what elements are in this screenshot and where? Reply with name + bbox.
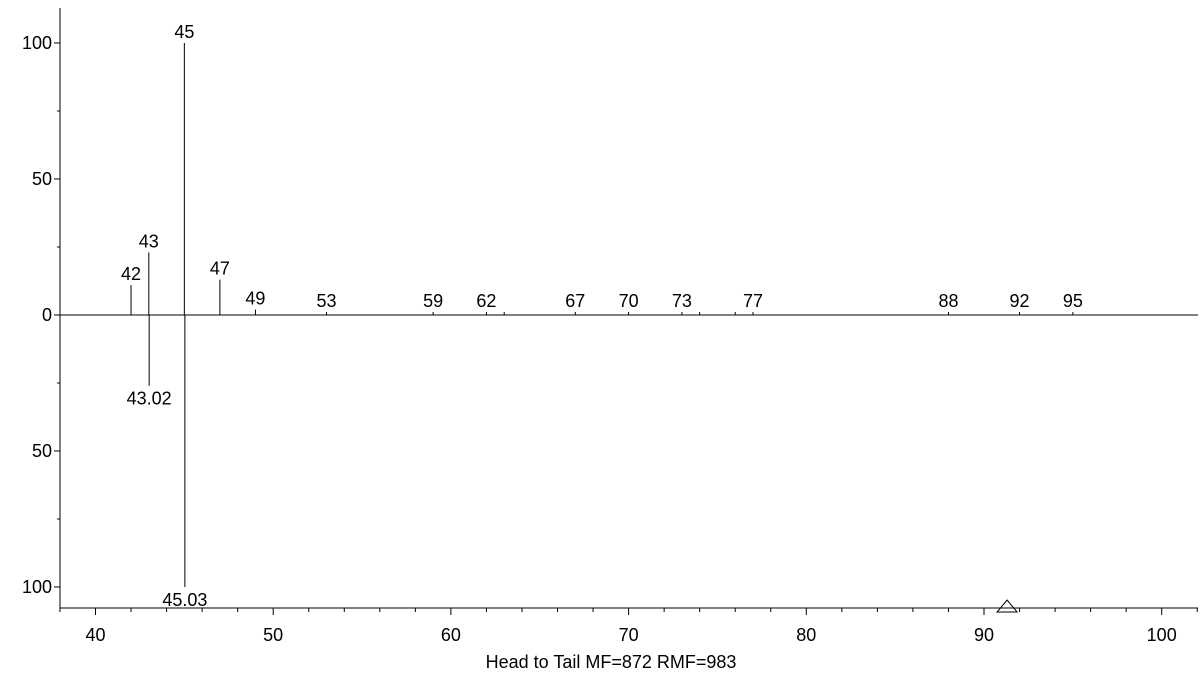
x-tick-label: 50 [263, 625, 283, 645]
peak-label: 70 [619, 291, 639, 311]
peak-label: 45 [174, 22, 194, 42]
triangle-marker [996, 599, 1019, 613]
peak-label: 77 [743, 291, 763, 311]
peak-label: 45.03 [162, 590, 207, 610]
peak-label: 92 [1010, 291, 1030, 311]
peak-label: 49 [245, 289, 265, 309]
peak-label: 62 [476, 291, 496, 311]
peak-label: 73 [672, 291, 692, 311]
y-tick-label: 50 [32, 169, 52, 189]
y-tick-label: 50 [32, 441, 52, 461]
x-tick-label: 80 [796, 625, 816, 645]
axes: 100 50 0 50 100 40 50 60 70 80 90 100 [22, 8, 1198, 645]
peak-label: 53 [316, 291, 336, 311]
peak-label: 42 [121, 264, 141, 284]
peak-label: 43.02 [127, 389, 172, 409]
peak-label: 59 [423, 291, 443, 311]
x-tick-label: 40 [85, 625, 105, 645]
x-tick-label: 70 [619, 625, 639, 645]
x-tick-label: 60 [441, 625, 461, 645]
x-axis-title: Head to Tail MF=872 RMF=983 [486, 652, 737, 672]
peak-label: 43 [139, 231, 159, 251]
x-tick-label: 90 [974, 625, 994, 645]
peaks [130, 43, 1074, 587]
y-tick-label: 100 [22, 33, 52, 53]
peak-label: 88 [938, 291, 958, 311]
peak-label: 95 [1063, 291, 1083, 311]
y-tick-label: 100 [22, 577, 52, 597]
peak-label: 67 [565, 291, 585, 311]
peak-label: 47 [210, 259, 230, 279]
y-tick-label: 0 [42, 305, 52, 325]
x-tick-label: 100 [1147, 625, 1177, 645]
peak-labels: 42 43 45 47 49 53 59 62 67 70 73 77 88 92 95 43.02 45.03 [121, 22, 1083, 610]
